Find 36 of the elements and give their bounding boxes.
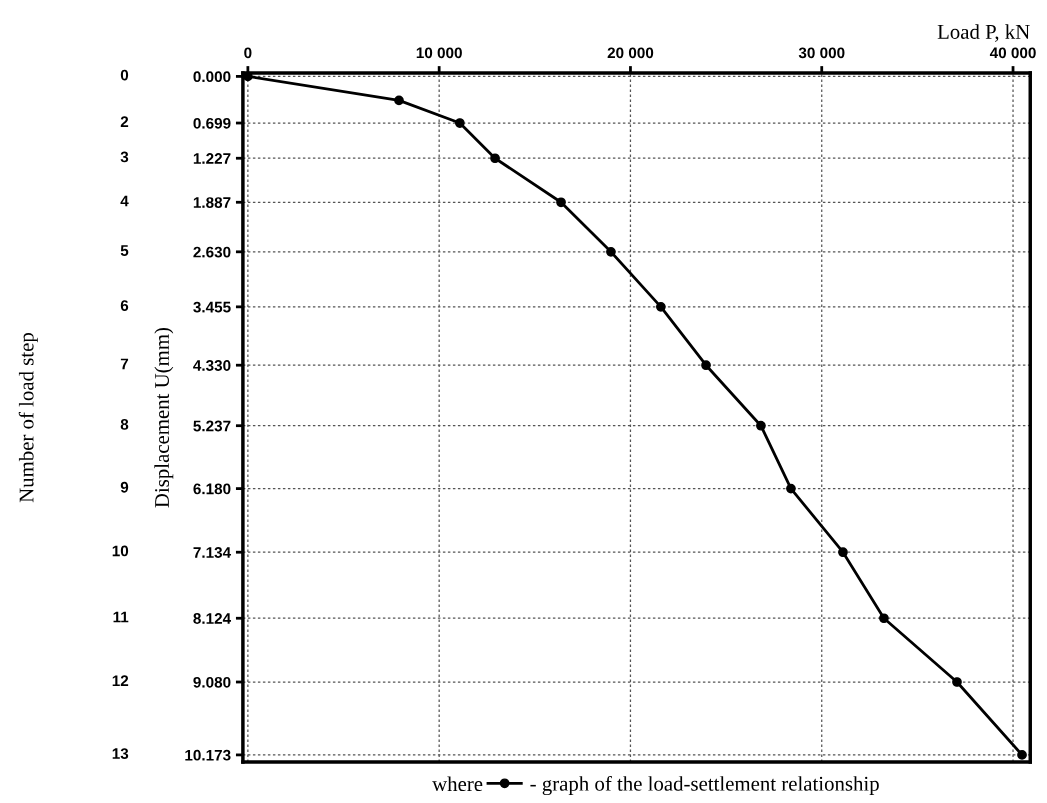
y-tick-label: 1.227 bbox=[193, 153, 231, 164]
text: 7 bbox=[120, 358, 129, 370]
y-tick-label: 7.134 bbox=[193, 547, 232, 558]
x-tick-label: 0 bbox=[244, 47, 252, 59]
text: 13 bbox=[112, 748, 129, 760]
text: 4 bbox=[120, 195, 129, 207]
x-tick-label: 40 000 bbox=[989, 47, 1036, 59]
legend-label: - graph of the load-settlement relationship bbox=[530, 775, 879, 796]
text: 2 bbox=[120, 116, 129, 127]
y-tick-label: 2.630 bbox=[193, 246, 231, 258]
y-tick-label: 0.699 bbox=[193, 117, 231, 129]
text: Number of load step bbox=[18, 333, 38, 503]
text: 3 bbox=[120, 151, 129, 163]
y-tick-label: 8.124 bbox=[193, 613, 232, 624]
text: 8 bbox=[120, 418, 129, 430]
text: 9 bbox=[120, 481, 129, 493]
y-axis-title: Displacement U(mm) bbox=[154, 327, 174, 508]
y-tick-label: 9.080 bbox=[193, 676, 231, 688]
text: 12 bbox=[112, 675, 129, 686]
y-tick-label: 5.237 bbox=[193, 420, 231, 432]
y-tick-label: 0.000 bbox=[193, 71, 231, 83]
x-tick-label: 20 000 bbox=[607, 47, 654, 59]
x-tick-label: 30 000 bbox=[798, 47, 845, 59]
text: 0 bbox=[120, 69, 129, 81]
text: 6 bbox=[120, 300, 129, 311]
y-tick-label: 1.887 bbox=[193, 197, 231, 208]
text: 10 bbox=[112, 545, 129, 557]
x-tick-label: 10 000 bbox=[416, 47, 462, 59]
text: 11 bbox=[113, 611, 129, 623]
y-tick-label: 10.173 bbox=[185, 749, 231, 761]
y-tick-label: 6.180 bbox=[193, 483, 231, 495]
text: 5 bbox=[120, 245, 129, 256]
y-tick-label: 3.455 bbox=[193, 301, 231, 313]
text: where bbox=[432, 776, 483, 792]
y-tick-label: 4.330 bbox=[193, 360, 231, 371]
x-axis-title: Load P, kN bbox=[937, 24, 1030, 42]
